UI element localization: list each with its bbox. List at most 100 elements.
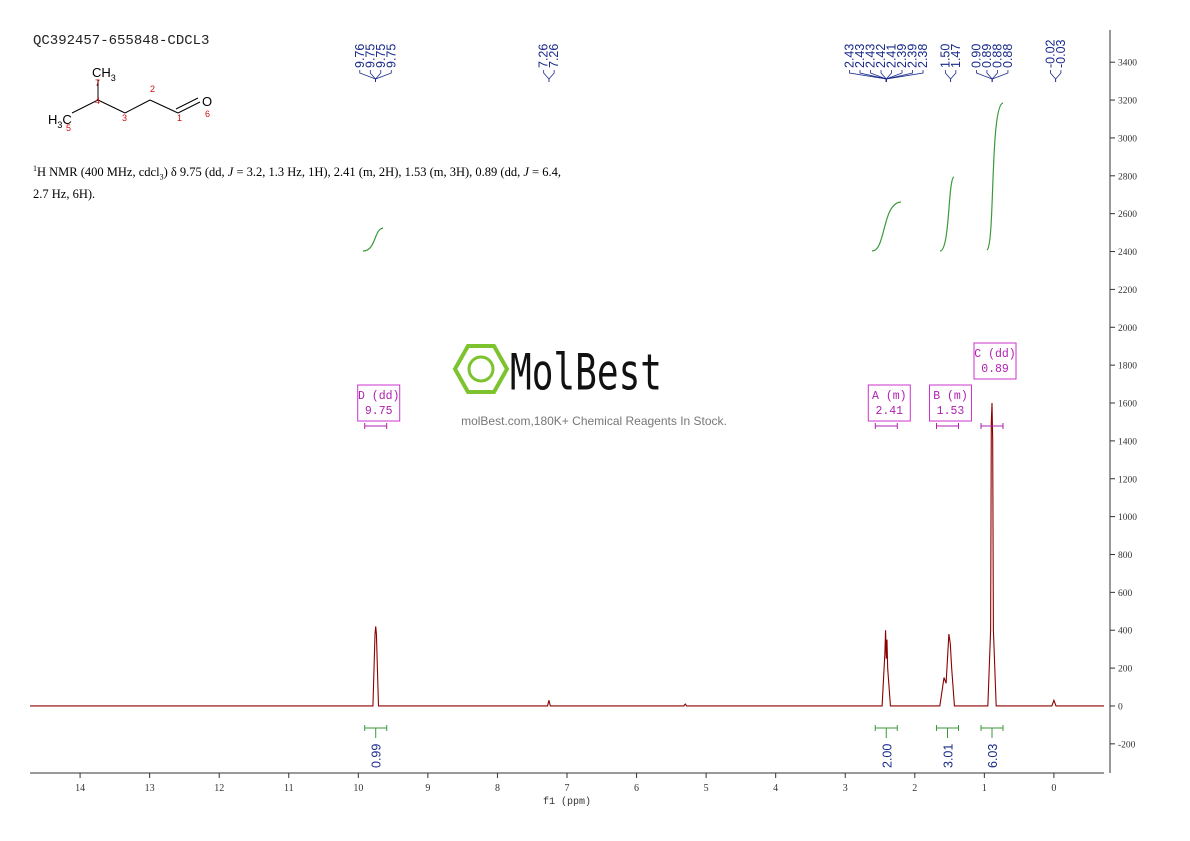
peak-label: 7.26 — [547, 44, 561, 68]
y-tick-label: 0 — [1118, 702, 1123, 712]
atom-subscript: 3 — [57, 120, 62, 130]
x-tick-label: 10 — [353, 783, 363, 794]
spectrum-line — [30, 402, 1104, 707]
peak-label: 2.41 — [885, 44, 899, 68]
x-axis-label: f1 (ppm) — [543, 796, 591, 808]
atom-number: 2 — [150, 84, 155, 94]
y-tick-label: 1000 — [1118, 513, 1137, 523]
peak-label: 1.50 — [938, 44, 952, 68]
atom-subscript: 3 — [111, 73, 116, 83]
multiplet-shift: 1.53 — [937, 405, 965, 418]
atom-label: CH3 — [92, 65, 116, 83]
atom-label: O — [202, 94, 212, 109]
atom-text: C — [62, 112, 71, 127]
peak-label: 2.39 — [895, 44, 909, 68]
atom-number: 3 — [122, 113, 127, 123]
integral-value: 3.01 — [941, 744, 955, 768]
y-tick-label: 3200 — [1118, 97, 1137, 107]
integral-curves — [362, 102, 1004, 252]
multiplet-label: A (m) — [872, 390, 907, 403]
multiplet-label: C (dd) — [974, 348, 1015, 361]
x-tick-label: 4 — [773, 783, 778, 794]
integral-value: 2.00 — [880, 744, 894, 768]
x-tick-label: 5 — [704, 783, 709, 794]
multiplet-bracket — [364, 423, 388, 429]
integral-bracket — [364, 725, 388, 738]
atom-number: 5 — [66, 123, 71, 133]
peak-label: 9.75 — [374, 44, 388, 68]
peak-connector — [885, 70, 913, 82]
y-tick-label: 2800 — [1118, 172, 1137, 182]
x-tick-label: 13 — [145, 783, 155, 794]
x-tick-label: 6 — [634, 783, 639, 794]
multiplet-bracket — [980, 423, 1004, 429]
y-tick-label: 1800 — [1118, 362, 1137, 372]
peak-label: 2.43 — [843, 44, 857, 68]
atom-number: 1 — [177, 113, 182, 123]
x-tick-label: 12 — [214, 783, 224, 794]
multiplet-box — [928, 384, 972, 422]
watermark-tagline: molBest.com,180K+ Chemical Reagents In S… — [461, 414, 727, 428]
atom-number: 4 — [95, 96, 100, 106]
integral-value: 0.99 — [370, 744, 384, 768]
peak-connector — [991, 70, 998, 82]
peak-label: 1.47 — [949, 44, 963, 68]
description-line: 1H NMR (400 MHz, cdcl3) δ 9.75 (dd, J = … — [33, 160, 561, 186]
peak-label: 0.88 — [1001, 44, 1015, 68]
x-tick-label: 14 — [75, 783, 85, 794]
y-tick-label: -200 — [1118, 740, 1136, 750]
peak-label: 9.75 — [363, 44, 377, 68]
desc-part: ) δ 9.75 (dd, — [163, 165, 228, 180]
peak-label: 2.42 — [874, 44, 888, 68]
x-tick-label: 8 — [495, 783, 500, 794]
peak-connector — [950, 70, 957, 82]
description: 1H NMR (400 MHz, cdcl3) δ 9.75 (dd, J = … — [33, 160, 561, 203]
peak-connector — [1050, 70, 1057, 82]
y-tick-label: 1600 — [1118, 400, 1137, 410]
peak-connector — [548, 70, 555, 82]
atom-text: H — [48, 112, 57, 127]
peak-connector — [885, 70, 892, 82]
x-tick-label: 9 — [425, 783, 430, 794]
x-tick-label: 0 — [1051, 783, 1056, 794]
multiplet-shift: 0.89 — [981, 363, 1009, 376]
atom-label: H3C — [48, 112, 72, 130]
multiplet-bracket — [874, 423, 898, 429]
x-tick-label: 2 — [912, 783, 917, 794]
peak-connector — [859, 70, 887, 82]
peak-connector — [944, 70, 952, 82]
desc-part: J — [227, 165, 234, 180]
y-tick-label: 2600 — [1118, 210, 1137, 220]
desc-part: 3 — [159, 172, 164, 182]
multiplet-box — [973, 342, 1017, 380]
multiplet-label: B (m) — [933, 390, 968, 403]
peak-label: -0.02 — [1043, 39, 1057, 68]
integral-value: 6.03 — [986, 744, 1000, 768]
peak-label: -0.03 — [1054, 39, 1068, 68]
multiplet-box — [357, 384, 401, 422]
description-line: 2.7 Hz, 6H). — [33, 186, 96, 201]
y-tick-label: 2400 — [1118, 248, 1137, 258]
multiplet-shift: 9.75 — [365, 405, 393, 418]
y-tick-label: 3000 — [1118, 134, 1137, 144]
peak-connector — [885, 70, 924, 82]
peak-label: 2.39 — [906, 44, 920, 68]
peak-label: 9.76 — [353, 44, 367, 68]
multiplet-label: D (dd) — [358, 390, 399, 403]
desc-part: J — [523, 165, 529, 180]
peak-connector — [375, 70, 382, 82]
peak-label: 0.90 — [969, 44, 983, 68]
peak-connector — [986, 70, 993, 82]
desc-part: = 3.2, 1.3 Hz, 1H), 2.41 (m, 2H), 1.53 (… — [233, 165, 524, 180]
atom-number: 7 — [95, 78, 100, 88]
y-tick-label: 800 — [1118, 551, 1133, 561]
integral-bracket — [980, 725, 1004, 738]
structure-bonds — [71, 80, 201, 114]
y-tick-label: 400 — [1118, 627, 1133, 637]
y-tick-label: 1400 — [1118, 437, 1137, 447]
desc-part: = 6.4, — [528, 165, 561, 180]
peak-label: 7.26 — [537, 44, 551, 68]
peak-label: 2.43 — [853, 44, 867, 68]
